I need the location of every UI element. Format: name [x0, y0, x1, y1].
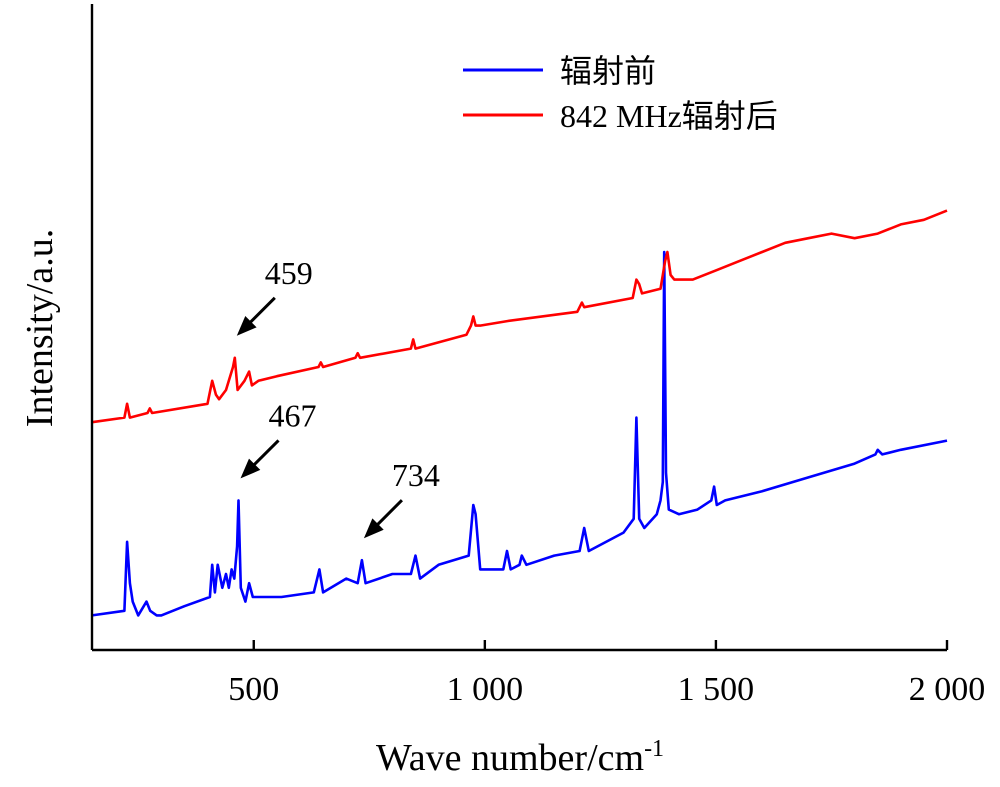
- x-axis-title: Wave number/cm-1: [376, 736, 664, 779]
- x-tick-label: 1 000: [447, 671, 524, 708]
- series-line-after: [91, 209, 948, 424]
- annotations: 459 467 734: [236, 255, 440, 539]
- series-layer: [91, 209, 948, 617]
- x-tick-label: 2 000: [909, 671, 986, 708]
- annotation-label-467: 467: [269, 397, 317, 433]
- annotation-arrow-head: [240, 458, 261, 479]
- series-line-before: [91, 250, 948, 617]
- x-tick-label: 500: [228, 671, 279, 708]
- x-axis-title-sup: -1: [644, 736, 664, 762]
- axes-layer: [90, 4, 947, 652]
- legend-label-before: 辐射前: [560, 53, 656, 89]
- x-ticks: 500 1 000 1 500 2 000: [228, 640, 985, 708]
- annotation-arrow-head: [363, 518, 384, 539]
- y-axis-title: Intensity/a.u.: [19, 229, 61, 427]
- annotation-label-734: 734: [392, 457, 440, 493]
- x-axis-title-main: Wave number/cm: [376, 737, 644, 779]
- legend-label-after: 842 MHz辐射后: [560, 98, 778, 134]
- legend: 辐射前 842 MHz辐射后: [463, 53, 778, 134]
- annotation-label-459: 459: [265, 255, 313, 291]
- x-tick-label: 1 500: [678, 671, 755, 708]
- annotation-arrow-head: [236, 316, 257, 336]
